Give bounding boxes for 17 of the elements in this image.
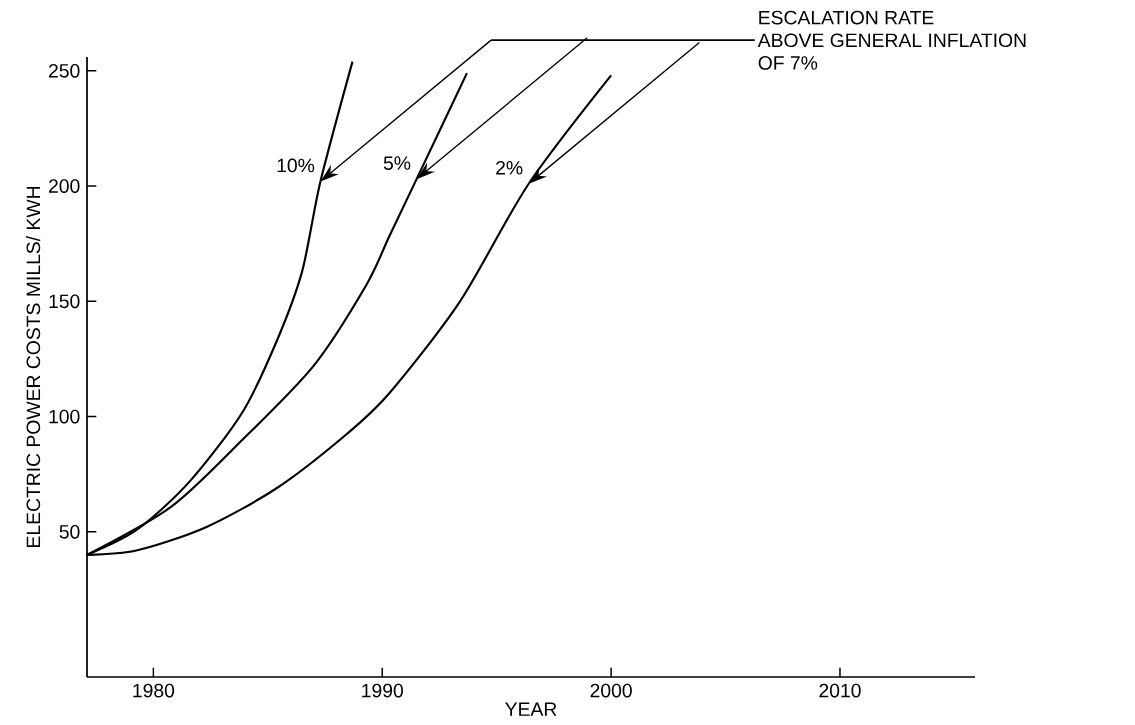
x-tick-label: 1990 xyxy=(362,683,403,698)
x-tick-label: 1980 xyxy=(133,683,175,698)
y-tick-label: 250 xyxy=(49,63,80,78)
y-tick-label: 100 xyxy=(49,409,80,424)
y-axis-title: ELECTRIC POWER COSTS MILLS/ KWH xyxy=(26,187,41,547)
annotation: 5% xyxy=(383,156,411,170)
x-tick-label: 2000 xyxy=(590,683,632,698)
y-tick-label: 50 xyxy=(59,524,80,539)
text: ABOVE GENERAL INFLATION xyxy=(757,33,1026,48)
annotation: 10% xyxy=(277,158,315,173)
text: ESCALATION RATE xyxy=(759,10,934,25)
y-tick-label: 150 xyxy=(49,294,80,309)
x-tick-label: 2010 xyxy=(819,683,861,698)
y-tick-label: 200 xyxy=(49,179,80,193)
annotation: 2% xyxy=(496,160,523,175)
annotation: OF 7% xyxy=(758,56,818,70)
x-axis-title: YEAR xyxy=(505,702,557,716)
